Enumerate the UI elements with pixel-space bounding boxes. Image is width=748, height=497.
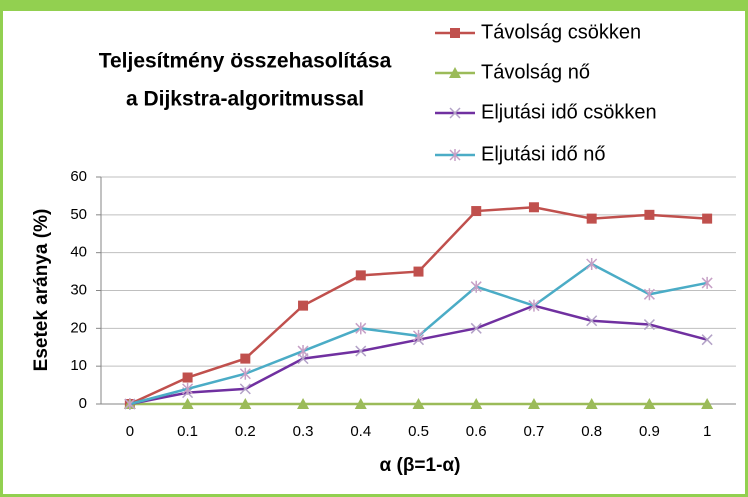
marker [701,334,713,346]
marker [239,367,251,380]
marker [355,322,367,335]
marker [449,107,461,119]
marker [354,398,367,409]
y-tick-label: 10 [70,357,87,374]
marker [182,382,194,395]
x-tick-label: 0.4 [350,423,371,440]
marker [585,398,598,409]
y-axis-label: Esetek aránya (%) [31,209,52,372]
marker [701,276,713,289]
legend-label: Eljutási idő csökken [481,101,657,123]
marker [586,258,598,271]
marker [239,383,251,395]
marker [470,398,483,409]
x-tick-label: 0.1 [177,423,198,440]
x-tick-label: 0.6 [466,423,487,440]
marker [297,345,309,358]
chart-title: a Dijkstra-algoritmussal [126,88,364,111]
x-tick-label: 1 [703,423,711,440]
marker [470,280,482,293]
x-tick-label: 0 [126,423,134,440]
chart-title: Teljesítmény összehasolítása [99,50,392,73]
marker [182,372,193,383]
marker [449,67,461,78]
marker [643,319,655,331]
legend-label: Eljutási idő nő [481,143,606,165]
x-tick-label: 0.8 [581,423,602,440]
x-axis-label: α (β=1-α) [380,455,461,476]
marker [586,213,597,224]
y-tick-label: 30 [70,281,87,298]
top-bar [0,0,748,11]
legend-label: Távolság nő [481,61,590,83]
marker [124,398,136,410]
marker [239,398,252,409]
legend-label: Távolság csökken [481,21,641,43]
marker [702,213,713,224]
marker [528,202,539,213]
marker [586,315,598,327]
marker [528,299,540,312]
marker [470,322,482,334]
y-tick-label: 60 [70,168,87,185]
marker [181,398,194,409]
marker [644,209,655,220]
marker [240,353,251,364]
y-tick-label: 0 [79,395,87,412]
x-tick-label: 0.7 [524,423,545,440]
marker [355,345,367,357]
x-tick-label: 0.9 [639,423,660,440]
y-tick-label: 50 [70,206,87,223]
marker [527,398,540,409]
marker [449,149,461,161]
marker [298,300,309,311]
x-tick-label: 0.2 [235,423,256,440]
marker [701,398,714,409]
x-tick-label: 0.3 [293,423,314,440]
marker [413,266,424,277]
x-tick-label: 0.5 [408,423,429,440]
y-tick-label: 20 [70,319,87,336]
marker [412,329,425,342]
marker [643,288,655,301]
marker [297,398,310,409]
marker [412,398,425,409]
marker [355,270,366,281]
marker [471,206,482,217]
marker [450,28,460,38]
y-tick-label: 40 [70,244,87,261]
marker [643,398,656,409]
